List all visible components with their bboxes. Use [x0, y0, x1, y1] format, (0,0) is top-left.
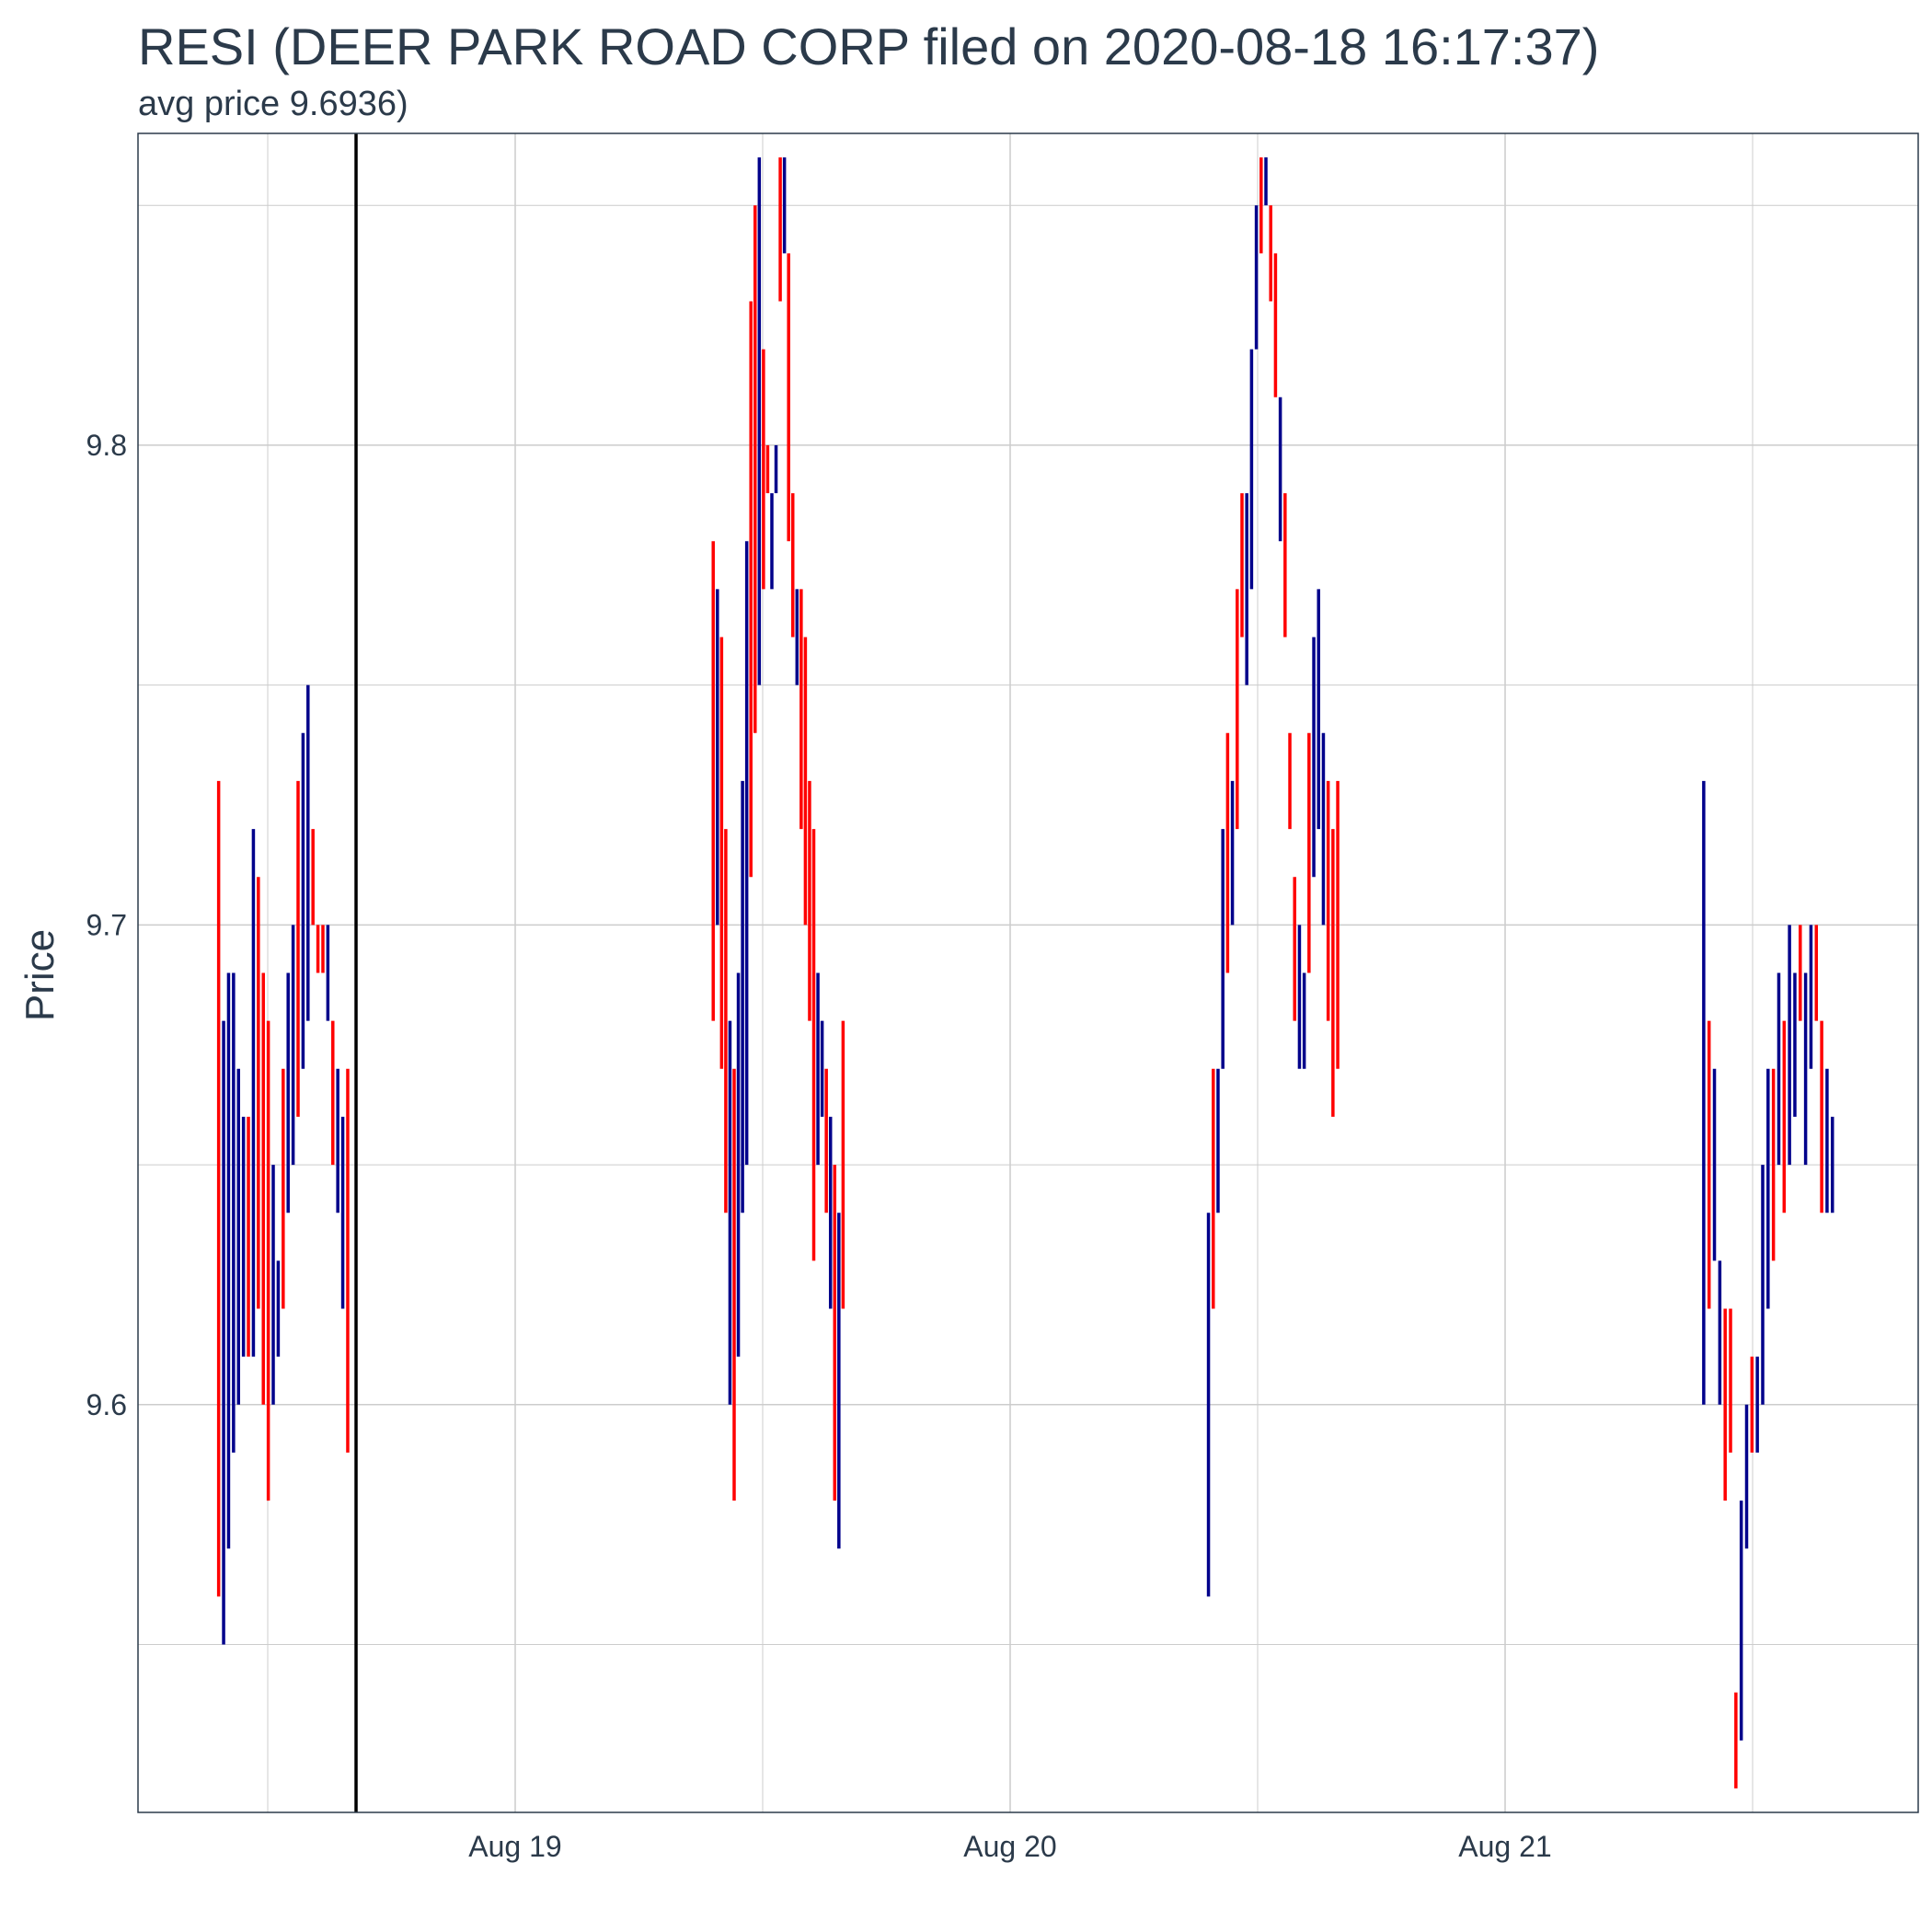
grid [138, 133, 1918, 1812]
x-tick-label: Aug 20 [963, 1830, 1056, 1863]
x-tick-label: Aug 19 [468, 1830, 561, 1863]
y-axis-label: Price [17, 929, 63, 1021]
price-bars [216, 157, 1834, 1788]
y-tick-label: 9.7 [86, 908, 127, 941]
x-tick-label: Aug 21 [1458, 1830, 1551, 1863]
chart-title: RESI (DEER PARK ROAD CORP filed on 2020-… [138, 17, 1599, 75]
axis-ticks: 9.6 9.7 9.8 Aug 19 Aug 20 Aug 21 [86, 429, 1552, 1863]
y-tick-label: 9.8 [86, 429, 127, 462]
y-tick-label: 9.6 [86, 1388, 127, 1421]
plot-border [137, 132, 1919, 1813]
chart-subtitle: avg price 9.6936) [138, 85, 408, 123]
